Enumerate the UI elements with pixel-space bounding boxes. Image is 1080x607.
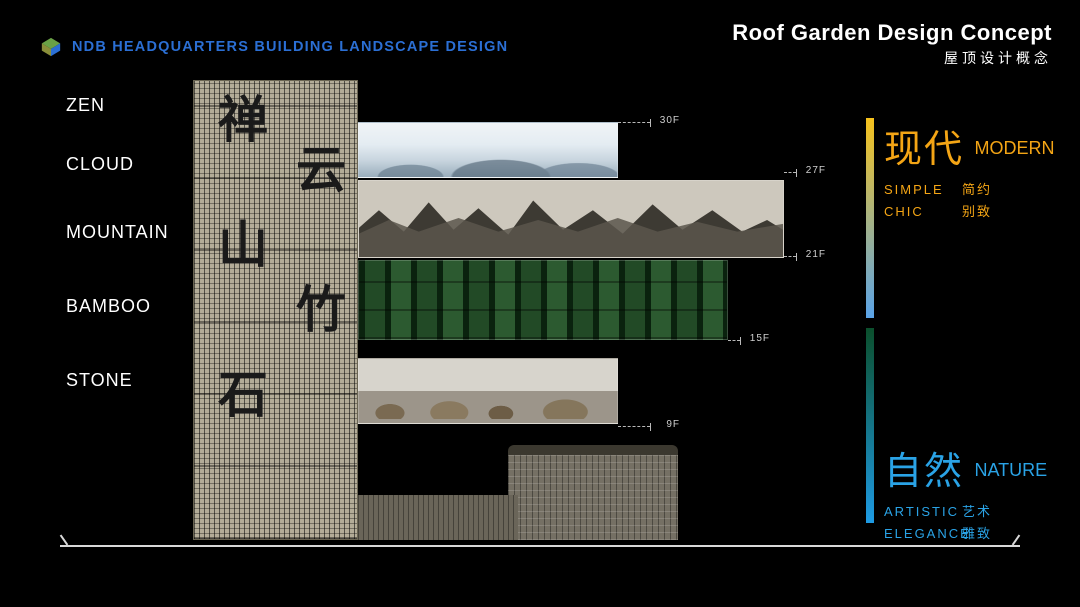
podium-block-low: [358, 495, 518, 540]
header-left: NDB HEADQUARTERS BUILDING LANDSCAPE DESI…: [40, 36, 508, 58]
strip-bamboo: [358, 260, 728, 340]
slide-title-en: Roof Garden Design Concept: [732, 20, 1052, 46]
char-mountain: 山: [218, 205, 268, 277]
strip-cloud: [358, 122, 618, 178]
bar-nature: [866, 328, 874, 523]
char-zen: 禅: [218, 80, 268, 152]
label-cloud: CLOUD: [66, 154, 134, 175]
floor-21f: 21F: [784, 256, 796, 257]
floor-30f: 30F: [618, 122, 650, 123]
char-bamboo: 竹: [296, 270, 346, 342]
strip-mountain: [358, 180, 784, 258]
modern-cn: 现代: [884, 118, 964, 173]
concept-nature: 自然 NATURE ARTISTIC艺术 ELEGANCE雅致: [884, 440, 1047, 545]
modern-sub: SIMPLE简约 CHIC别致: [884, 179, 1054, 223]
logo-icon: [40, 36, 62, 58]
podium-block-high: [508, 455, 678, 540]
label-mountain: MOUNTAIN: [66, 222, 169, 243]
floor-15f: 15F: [728, 340, 740, 341]
podium: [358, 455, 728, 540]
char-stone: 石: [218, 355, 268, 427]
ground-line: [60, 545, 1020, 547]
header-right: Roof Garden Design Concept 屋顶设计概念: [732, 20, 1052, 68]
nature-sub: ARTISTIC艺术 ELEGANCE雅致: [884, 501, 1047, 545]
mountain-svg: [359, 181, 783, 257]
slide-title-cn: 屋顶设计概念: [732, 48, 1052, 68]
floor-27f: 27F: [784, 172, 796, 173]
label-stone: STONE: [66, 370, 133, 391]
label-zen: ZEN: [66, 95, 105, 116]
nature-cn: 自然: [884, 440, 964, 495]
floor-9f: 9F: [618, 426, 650, 427]
slide: NDB HEADQUARTERS BUILDING LANDSCAPE DESI…: [0, 0, 1080, 607]
char-cloud: 云: [296, 130, 346, 202]
label-bamboo: BAMBOO: [66, 296, 151, 317]
bar-modern: [866, 118, 874, 318]
concept-modern: 现代 MODERN SIMPLE简约 CHIC别致: [884, 118, 1054, 223]
strip-stone: [358, 358, 618, 424]
nature-en: NATURE: [974, 460, 1047, 481]
project-title: NDB HEADQUARTERS BUILDING LANDSCAPE DESI…: [72, 39, 508, 55]
modern-en: MODERN: [974, 138, 1054, 159]
